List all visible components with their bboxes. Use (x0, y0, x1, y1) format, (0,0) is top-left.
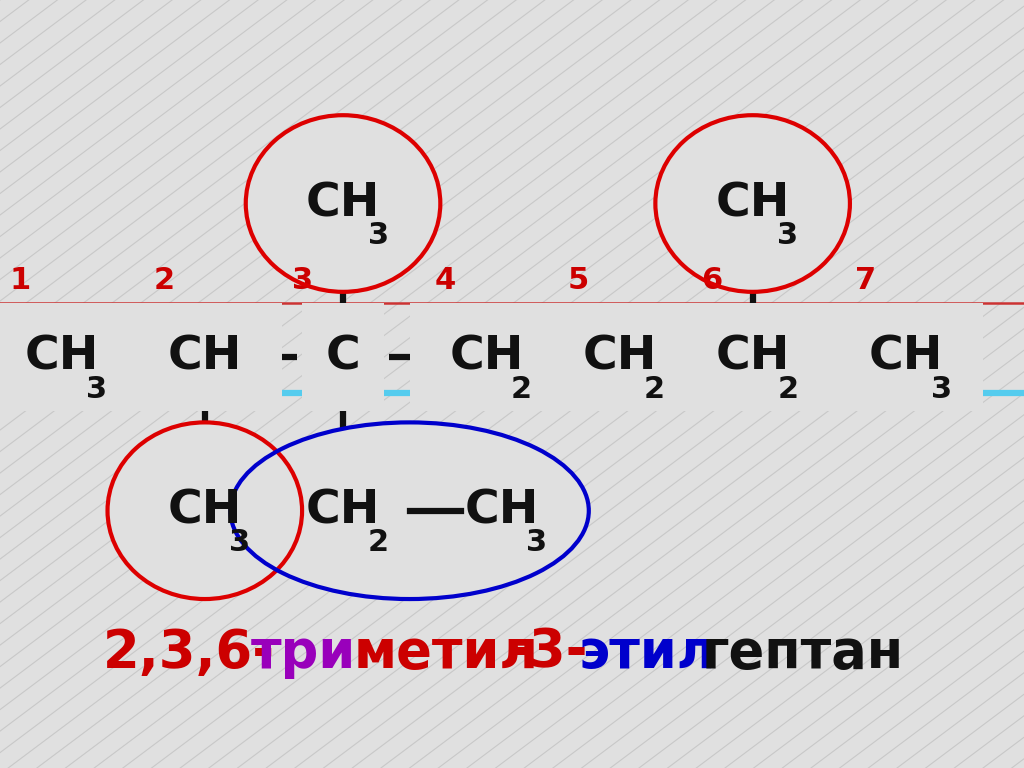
Text: -3-: -3- (507, 627, 588, 679)
Text: CH: CH (306, 488, 380, 533)
Ellipse shape (108, 422, 302, 599)
Ellipse shape (230, 422, 589, 599)
FancyBboxPatch shape (829, 303, 983, 411)
Text: 2: 2 (368, 528, 389, 558)
Text: CH: CH (168, 335, 242, 379)
Text: CH: CH (583, 335, 656, 379)
Text: 3: 3 (292, 266, 312, 295)
Text: 3: 3 (777, 221, 799, 250)
FancyBboxPatch shape (0, 303, 138, 411)
Text: CH: CH (716, 181, 790, 226)
Text: CH: CH (306, 181, 380, 226)
Text: 3: 3 (86, 375, 108, 404)
Text: CH: CH (450, 335, 523, 379)
Text: CH: CH (716, 335, 790, 379)
Text: 2: 2 (154, 266, 174, 295)
Text: 6: 6 (701, 266, 722, 295)
Text: 4: 4 (435, 266, 456, 295)
Text: гептан: гептан (701, 627, 903, 679)
Text: C: C (326, 335, 360, 379)
FancyBboxPatch shape (676, 303, 829, 411)
Text: CH: CH (25, 335, 98, 379)
Text: 3: 3 (931, 375, 952, 404)
Text: 2: 2 (511, 375, 532, 404)
Text: этил: этил (579, 627, 716, 679)
Text: 2,3,6-: 2,3,6- (102, 627, 274, 679)
Text: CH: CH (168, 488, 242, 533)
FancyBboxPatch shape (543, 303, 696, 411)
Text: 3: 3 (368, 221, 389, 250)
Text: три: три (251, 627, 356, 679)
Text: 2: 2 (777, 375, 799, 404)
Text: метил: метил (353, 627, 539, 679)
Text: 7: 7 (855, 266, 876, 295)
Text: 2: 2 (644, 375, 666, 404)
FancyBboxPatch shape (302, 303, 384, 411)
Text: 5: 5 (568, 266, 589, 295)
Ellipse shape (655, 115, 850, 292)
Text: CH: CH (465, 488, 539, 533)
FancyBboxPatch shape (128, 303, 282, 411)
Text: 3: 3 (229, 528, 251, 558)
Text: 1: 1 (10, 266, 31, 295)
Ellipse shape (246, 115, 440, 292)
Text: 3: 3 (526, 528, 548, 558)
Text: CH: CH (869, 335, 943, 379)
FancyBboxPatch shape (410, 303, 563, 411)
